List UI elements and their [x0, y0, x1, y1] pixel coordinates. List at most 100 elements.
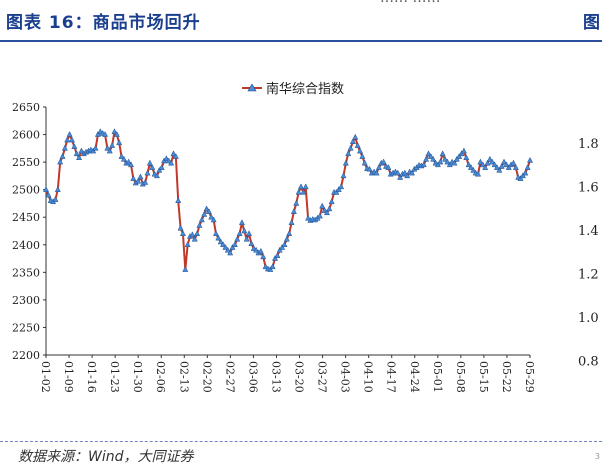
data-point [451, 159, 458, 166]
data-point [486, 155, 493, 162]
data-point [194, 230, 201, 237]
data-point [420, 161, 427, 168]
data-point [257, 247, 264, 254]
data-point [246, 230, 253, 237]
y-tick-label: 2500 [12, 184, 40, 197]
x-tick-label: 04-24 [408, 361, 421, 393]
y-tick-label: 2350 [12, 266, 40, 279]
data-point [125, 158, 132, 165]
data-point [52, 196, 59, 202]
data-point [248, 240, 255, 246]
data-point [434, 161, 441, 168]
data-point [241, 227, 248, 234]
data-point [135, 177, 142, 184]
data-point [460, 147, 467, 154]
data-point [373, 169, 380, 176]
data-point [61, 144, 68, 151]
footer-rule [0, 441, 602, 442]
data-point [198, 216, 205, 223]
data-point [104, 144, 111, 151]
line-chart: 南华综合指数 220022502300235024002450250025502… [12, 81, 599, 393]
data-point [394, 169, 401, 176]
data-point [92, 144, 99, 151]
data-point [220, 241, 227, 248]
data-point [127, 161, 135, 168]
figure-title: 图表 16：商品市场回升 [6, 13, 201, 33]
data-point [137, 173, 144, 180]
source-note: 数据来源：Wind，大同证券 [18, 449, 194, 465]
data-point [201, 210, 208, 217]
data-point [156, 166, 163, 173]
x-tick-label: 05-01 [431, 361, 444, 393]
data-point [189, 231, 196, 238]
data-point [68, 136, 75, 143]
data-point [229, 243, 236, 250]
y-axis-right: 1.8 1.6 1.4 1.2 1.0 0.8 [578, 137, 599, 370]
data-point [146, 159, 153, 166]
data-point [316, 212, 323, 219]
data-point [349, 138, 356, 144]
legend-marker-swatch [247, 83, 257, 92]
data-point [340, 172, 347, 179]
data-point [90, 147, 97, 154]
data-point [149, 164, 156, 170]
x-tick-label: 01-30 [131, 361, 144, 393]
data-point [326, 205, 333, 212]
y-tick-label: 2250 [12, 321, 40, 334]
data-point [505, 164, 512, 170]
data-point [184, 241, 191, 248]
data-point [397, 174, 404, 180]
data-point [430, 155, 437, 162]
data-point [102, 131, 109, 137]
x-tick-label: 05-15 [477, 361, 490, 393]
data-point [385, 164, 392, 170]
y-tick-label: 2200 [12, 349, 40, 362]
data-point [59, 153, 66, 159]
x-tick-label: 03-27 [316, 361, 329, 393]
legend: 南华综合指数 [242, 81, 344, 97]
data-point [73, 150, 80, 157]
data-point [293, 199, 300, 206]
data-point [234, 235, 241, 242]
data-point [347, 144, 354, 151]
data-point [269, 263, 276, 270]
data-point [106, 147, 113, 154]
data-point [342, 159, 349, 166]
data-point [116, 139, 123, 146]
data-point [458, 150, 465, 157]
data-point [519, 172, 526, 179]
data-point [437, 158, 444, 165]
header-rule [0, 40, 602, 42]
data-point [470, 166, 477, 173]
data-point [205, 208, 212, 214]
data-point [423, 155, 430, 162]
data-point [489, 158, 496, 165]
data-point [203, 205, 210, 212]
x-tick-label: 02-06 [154, 361, 167, 393]
data-point [361, 159, 368, 166]
y-right-tick-label: 0.8 [578, 355, 599, 370]
y-right-tick-label: 1.6 [578, 181, 599, 196]
x-tick-label: 04-10 [362, 361, 375, 393]
data-point [231, 241, 238, 248]
data-point [54, 186, 61, 192]
data-point [465, 161, 472, 168]
data-point [142, 178, 149, 185]
data-point [118, 153, 125, 159]
y-right-tick-label: 1.0 [578, 311, 599, 326]
data-point [267, 266, 274, 272]
data-point [158, 164, 165, 170]
data-point [276, 246, 283, 253]
data-point [57, 158, 64, 165]
y-tick-label: 2300 [12, 294, 40, 307]
data-point [522, 169, 529, 176]
data-point [177, 224, 184, 231]
data-point [288, 219, 295, 225]
x-tick-label: 02-13 [177, 361, 190, 393]
data-point [212, 230, 220, 237]
data-point [120, 155, 127, 162]
data-point [526, 156, 534, 163]
data-point [441, 155, 449, 162]
data-point [359, 153, 366, 159]
data-point [208, 213, 215, 220]
